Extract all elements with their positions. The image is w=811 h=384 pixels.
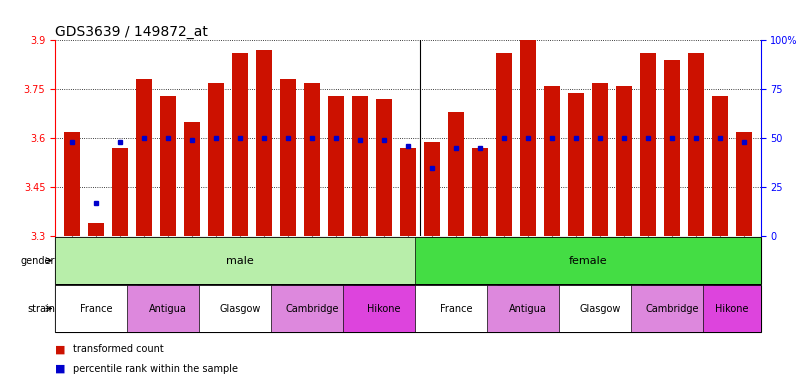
Bar xyxy=(520,40,536,236)
Bar xyxy=(55,285,137,332)
Bar xyxy=(688,53,704,236)
Bar xyxy=(55,237,425,284)
Bar xyxy=(328,96,344,236)
Bar xyxy=(559,285,641,332)
Bar xyxy=(631,285,713,332)
Bar xyxy=(200,285,281,332)
Bar xyxy=(472,148,487,236)
Bar xyxy=(448,112,464,236)
Bar xyxy=(736,132,752,236)
Text: female: female xyxy=(569,255,607,266)
Text: ■: ■ xyxy=(55,364,66,374)
Text: transformed count: transformed count xyxy=(73,344,164,354)
Bar xyxy=(640,53,656,236)
Bar xyxy=(415,285,496,332)
Text: strain: strain xyxy=(27,303,55,314)
Bar xyxy=(616,86,632,236)
Text: Antigua: Antigua xyxy=(149,303,187,314)
Bar xyxy=(88,223,104,236)
Bar xyxy=(136,79,152,236)
Bar xyxy=(160,96,176,236)
Bar xyxy=(304,83,320,236)
Bar xyxy=(376,99,392,236)
Text: Glasgow: Glasgow xyxy=(219,303,260,314)
Text: Hikone: Hikone xyxy=(715,303,749,314)
Text: Glasgow: Glasgow xyxy=(579,303,620,314)
Text: percentile rank within the sample: percentile rank within the sample xyxy=(73,364,238,374)
Bar xyxy=(415,237,761,284)
Text: France: France xyxy=(79,303,112,314)
Bar xyxy=(424,141,440,236)
Bar xyxy=(112,148,128,236)
Text: Hikone: Hikone xyxy=(367,303,401,314)
Text: Antigua: Antigua xyxy=(509,303,547,314)
Bar xyxy=(487,285,569,332)
Text: France: France xyxy=(440,303,472,314)
Bar xyxy=(127,285,208,332)
Text: Cambridge: Cambridge xyxy=(646,303,698,314)
Bar xyxy=(496,53,512,236)
Bar xyxy=(592,83,607,236)
Bar xyxy=(271,285,353,332)
Bar xyxy=(569,93,584,236)
Text: Cambridge: Cambridge xyxy=(285,303,339,314)
Bar xyxy=(208,83,224,236)
Text: GDS3639 / 149872_at: GDS3639 / 149872_at xyxy=(55,25,208,39)
Bar xyxy=(280,79,296,236)
Bar xyxy=(544,86,560,236)
Bar xyxy=(712,96,727,236)
Bar xyxy=(400,148,416,236)
Bar xyxy=(64,132,79,236)
Text: gender: gender xyxy=(20,255,55,266)
Bar xyxy=(352,96,367,236)
Text: ■: ■ xyxy=(55,344,66,354)
Bar xyxy=(256,50,272,236)
Bar xyxy=(703,285,761,332)
Bar xyxy=(232,53,247,236)
Bar xyxy=(184,122,200,236)
Bar xyxy=(343,285,425,332)
Bar xyxy=(664,60,680,236)
Text: male: male xyxy=(226,255,254,266)
